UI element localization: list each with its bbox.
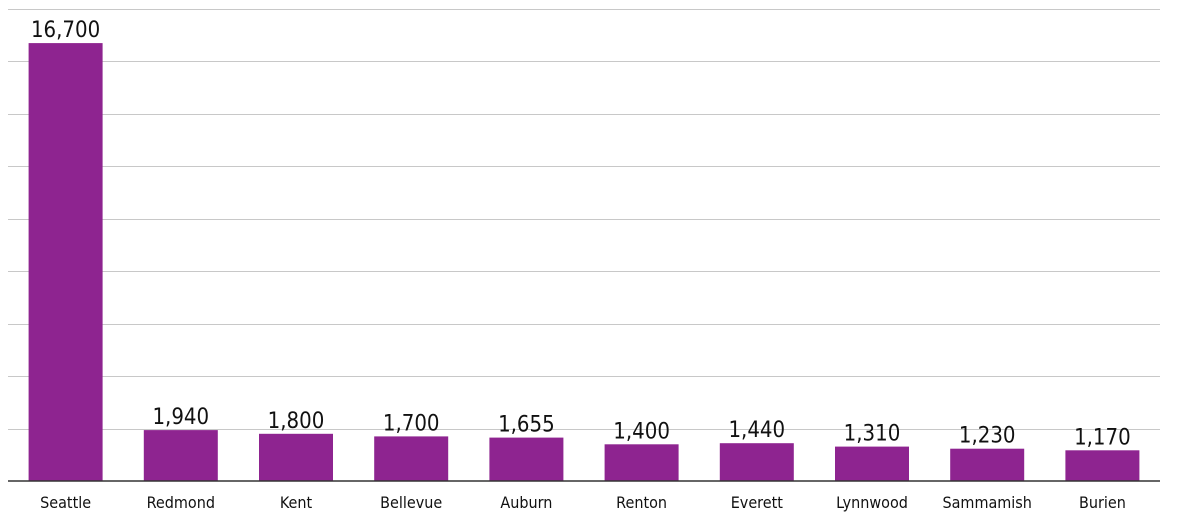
- value-labels: 16,700 1,940 1,800 1,700 1,655 1,400 1,440 1,31…: [31, 18, 1131, 450]
- bar-burien: [1065, 450, 1140, 481]
- value-label-burien: 1,170: [1074, 425, 1131, 450]
- category-label-everett: Everett: [731, 493, 784, 512]
- bar-everett: [719, 443, 794, 481]
- bar-seattle: [28, 43, 103, 481]
- category-label-redmond: Redmond: [147, 493, 215, 512]
- category-label-kent: Kent: [280, 493, 313, 512]
- category-label-bellevue: Bellevue: [380, 493, 442, 512]
- gridlines: [8, 9, 1160, 430]
- bars: [28, 43, 1140, 481]
- bar-sammamish: [950, 448, 1025, 481]
- category-labels: Seattle Redmond Kent Bellevue Auburn Renton Ev…: [40, 493, 1126, 512]
- bar-lynnwood: [835, 446, 909, 481]
- bar-kent: [259, 433, 333, 481]
- value-label-lynnwood: 1,310: [844, 422, 901, 447]
- value-label-seattle: 16,700: [31, 18, 100, 43]
- value-label-renton: 1,400: [613, 419, 670, 444]
- value-label-sammamish: 1,230: [959, 424, 1016, 449]
- value-label-bellevue: 1,700: [383, 411, 440, 436]
- category-label-burien: Burien: [1079, 493, 1126, 512]
- value-label-everett: 1,440: [728, 418, 785, 443]
- value-label-kent: 1,800: [268, 409, 325, 434]
- value-label-auburn: 1,655: [498, 413, 555, 438]
- category-label-renton: Renton: [616, 493, 667, 512]
- bar-redmond: [143, 430, 218, 481]
- category-label-auburn: Auburn: [500, 493, 552, 512]
- category-label-lynnwood: Lynnwood: [836, 493, 908, 512]
- category-label-sammamish: Sammamish: [942, 493, 1031, 512]
- bar-renton: [604, 444, 679, 481]
- bar-auburn: [489, 437, 564, 481]
- bar-bellevue: [374, 436, 449, 481]
- category-label-seattle: Seattle: [40, 493, 91, 512]
- value-label-redmond: 1,940: [152, 405, 209, 430]
